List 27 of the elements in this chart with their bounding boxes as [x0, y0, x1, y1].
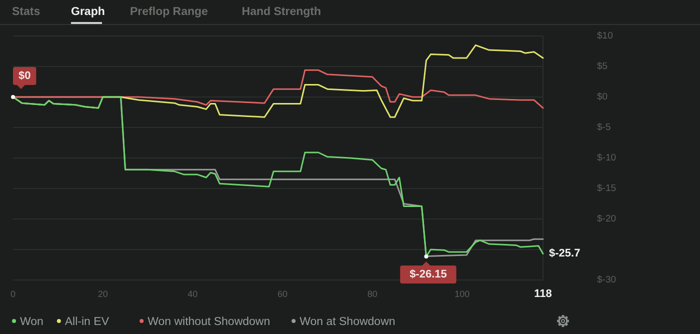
annotation: $0	[18, 70, 31, 82]
y-tick-label: $-10	[597, 152, 616, 164]
legend-label: Won without Showdown	[148, 316, 270, 328]
data-label: $-25.7	[549, 248, 580, 260]
y-tick-label: $5	[597, 61, 608, 72]
x-tick-label: 100	[454, 289, 470, 299]
y-tick-label: $0	[597, 92, 608, 103]
legend-label: All-in EV	[64, 316, 110, 328]
text: Graph	[71, 6, 105, 18]
y-tick-label: $-20	[597, 214, 616, 225]
y-tick-label: $10	[597, 30, 613, 42]
legend-label: Won at Showdown	[300, 316, 396, 328]
x-tick-label: 20	[98, 289, 108, 299]
y-tick-label: $-15	[597, 183, 616, 194]
x-tick-label: 0	[10, 289, 16, 299]
x-tick-label: 80	[367, 289, 378, 299]
line-series	[12, 69, 544, 109]
x-tick-label: 118	[534, 288, 552, 300]
y-tick-label: $-5	[597, 122, 611, 134]
x-tick-label: 40	[188, 289, 198, 299]
legend-label: Won	[20, 316, 44, 328]
annotation: $-26.15	[410, 268, 447, 281]
y-tick-label: $-30	[597, 274, 616, 286]
text: Preflop Range	[130, 6, 208, 18]
x-tick-label: 60	[277, 289, 288, 299]
text: Stats	[12, 6, 40, 18]
text: Hand Strength	[242, 6, 322, 18]
